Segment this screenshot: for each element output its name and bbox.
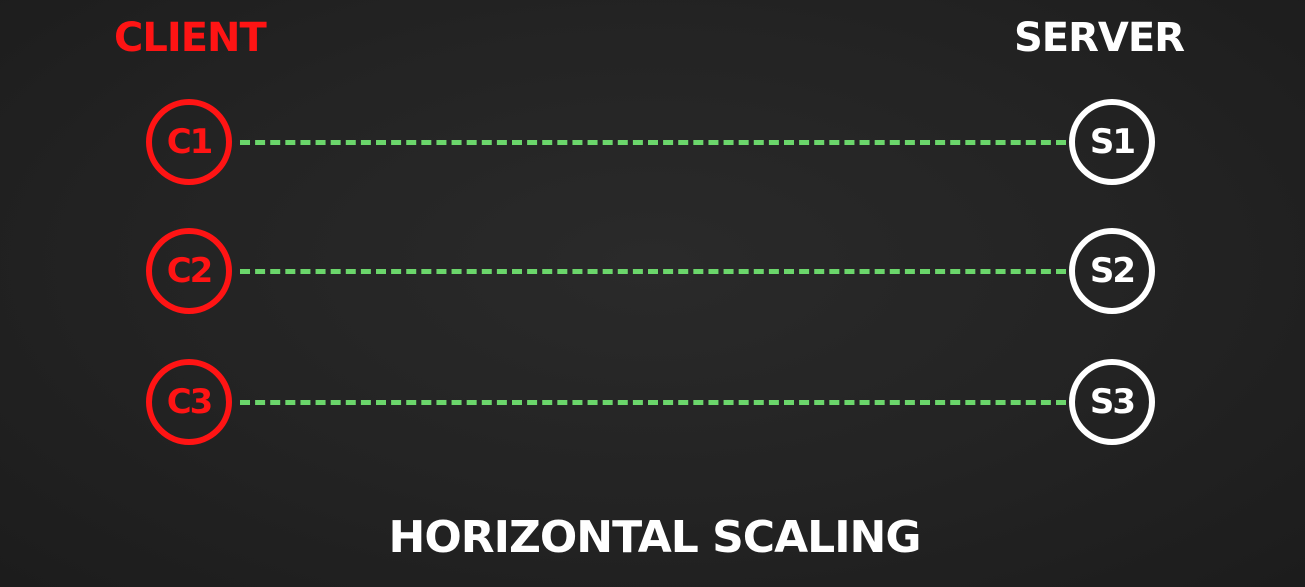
client-node-label: C3 [166,382,214,422]
diagram-title: HORIZONTAL SCALING [388,512,922,563]
client-node: C3 [146,359,232,445]
client-heading: CLIENT [114,15,267,61]
server-node-label: S1 [1089,122,1136,162]
connection-row: C1 S1 [0,92,1305,192]
client-node-label: C1 [166,122,214,162]
server-heading: SERVER [1014,15,1185,61]
server-node: S2 [1069,228,1155,314]
server-node: S1 [1069,99,1155,185]
dashed-connection-line [240,140,1066,145]
client-node: C1 [146,99,232,185]
connection-row: C3 S3 [0,352,1305,452]
server-node: S3 [1069,359,1155,445]
client-node: C2 [146,228,232,314]
dashed-connection-line [240,269,1066,274]
client-node-label: C2 [166,251,214,291]
dashed-connection-line [240,400,1066,405]
connection-row: C2 S2 [0,221,1305,321]
server-node-label: S2 [1089,251,1136,291]
server-node-label: S3 [1089,382,1136,422]
